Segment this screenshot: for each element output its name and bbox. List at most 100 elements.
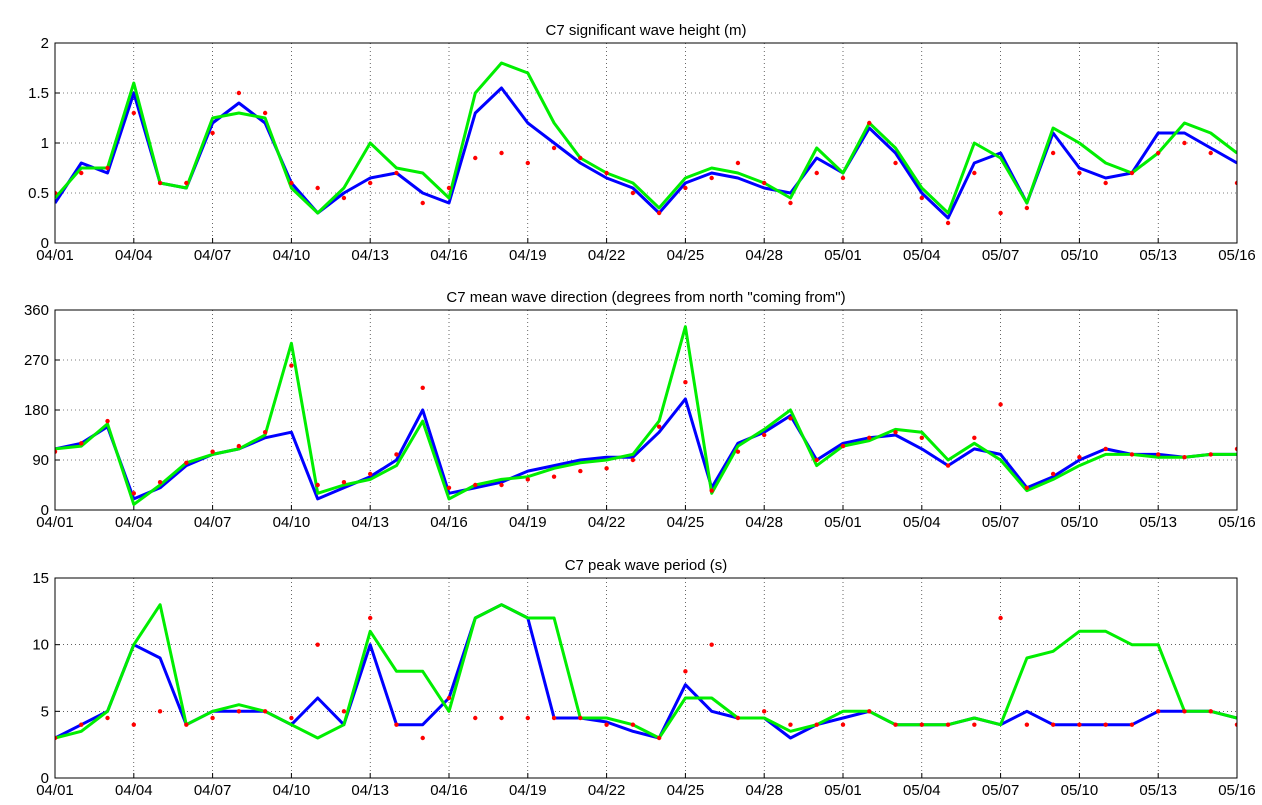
x-tick-label: 04/01 xyxy=(36,514,74,531)
data-point xyxy=(1208,709,1213,714)
x-tick-label: 05/07 xyxy=(982,782,1020,799)
data-point xyxy=(919,195,924,201)
data-point xyxy=(762,180,767,186)
data-point xyxy=(210,449,215,454)
data-point xyxy=(998,615,1003,621)
data-point xyxy=(551,715,557,721)
data-point xyxy=(919,435,924,440)
data-point xyxy=(210,715,215,721)
x-tick-label: 04/19 xyxy=(509,247,547,264)
data-point xyxy=(105,418,110,424)
data-point xyxy=(394,170,399,176)
data-point xyxy=(683,185,688,191)
data-point xyxy=(1129,170,1135,176)
data-point xyxy=(709,488,714,493)
data-point xyxy=(289,715,294,721)
data-point xyxy=(55,449,58,454)
data-point xyxy=(157,709,163,714)
x-tick-label: 05/13 xyxy=(1139,247,1177,264)
data-point xyxy=(840,175,846,181)
data-point xyxy=(762,709,767,714)
data-point xyxy=(1156,150,1161,156)
data-point xyxy=(525,715,530,721)
y-tick-label: 360 xyxy=(24,302,49,319)
data-point xyxy=(55,735,58,741)
data-point xyxy=(341,480,347,485)
data-point xyxy=(578,155,583,161)
data-point xyxy=(972,435,977,440)
data-point xyxy=(788,722,793,727)
data-point xyxy=(1182,455,1187,460)
data-point xyxy=(1024,722,1030,727)
data-point xyxy=(630,190,636,196)
data-point xyxy=(630,722,636,727)
x-tick-label: 04/22 xyxy=(588,514,626,531)
x-tick-label: 05/10 xyxy=(1061,782,1099,799)
data-point xyxy=(289,363,294,368)
data-point xyxy=(341,195,347,201)
x-tick-label: 05/16 xyxy=(1218,782,1256,799)
data-point xyxy=(1182,709,1187,714)
data-point xyxy=(1208,452,1213,457)
chart-title: C7 mean wave direction (degrees from nor… xyxy=(446,289,845,306)
data-point xyxy=(630,457,636,463)
data-point xyxy=(157,180,163,186)
data-line xyxy=(55,325,1237,506)
data-point xyxy=(1103,722,1108,727)
data-point xyxy=(709,642,714,647)
data-point xyxy=(945,220,951,226)
x-tick-label: 05/13 xyxy=(1139,782,1177,799)
data-point xyxy=(998,210,1003,216)
data-point xyxy=(131,491,136,496)
data-point xyxy=(840,722,846,727)
data-point xyxy=(446,485,452,490)
data-point xyxy=(1077,722,1082,727)
data-line xyxy=(55,61,1237,215)
data-point xyxy=(551,474,557,479)
data-point xyxy=(262,709,268,714)
data-point xyxy=(79,170,84,176)
x-tick-label: 04/28 xyxy=(745,782,783,799)
data-point xyxy=(262,430,268,435)
data-point xyxy=(1234,722,1237,727)
data-point xyxy=(788,416,793,421)
data-point xyxy=(735,449,741,454)
data-point xyxy=(604,466,609,471)
data-point xyxy=(551,145,557,151)
data-point xyxy=(788,200,793,206)
data-point xyxy=(1156,452,1161,457)
data-point xyxy=(735,160,741,166)
x-tick-label: 05/13 xyxy=(1139,514,1177,531)
y-tick-label: 15 xyxy=(32,570,49,587)
data-point xyxy=(1077,170,1082,176)
x-tick-label: 04/10 xyxy=(273,247,311,264)
x-tick-label: 05/01 xyxy=(824,247,862,264)
data-point xyxy=(315,185,320,191)
data-point xyxy=(604,722,609,727)
x-tick-label: 04/28 xyxy=(745,247,783,264)
data-point xyxy=(420,200,425,206)
data-point xyxy=(945,463,951,468)
y-tick-label: 1.5 xyxy=(28,85,49,102)
data-line xyxy=(55,603,1237,740)
data-point xyxy=(55,190,58,196)
data-point xyxy=(972,170,977,176)
data-point xyxy=(945,722,951,727)
data-point xyxy=(236,443,242,449)
data-point xyxy=(210,130,215,136)
y-tick-label: 270 xyxy=(24,352,49,369)
data-point xyxy=(735,715,741,721)
data-point xyxy=(683,669,688,674)
data-point xyxy=(499,150,504,156)
x-tick-label: 04/13 xyxy=(351,247,389,264)
data-point xyxy=(867,709,872,714)
data-point xyxy=(1024,205,1030,211)
data-point xyxy=(368,180,373,186)
data-point xyxy=(867,435,872,440)
y-tick-label: 10 xyxy=(32,637,49,654)
x-tick-label: 04/19 xyxy=(509,782,547,799)
data-point xyxy=(683,380,688,385)
data-point xyxy=(814,722,819,727)
data-point xyxy=(1129,452,1135,457)
data-point xyxy=(525,160,530,166)
